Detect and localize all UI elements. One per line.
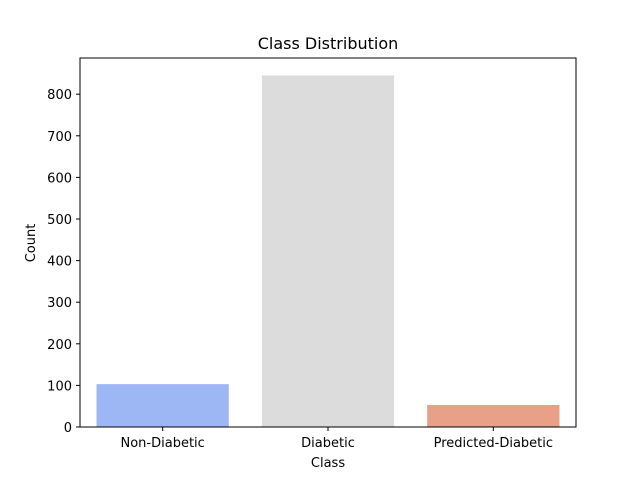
bar-non-diabetic: [96, 384, 229, 427]
y-tick-label: 800: [47, 88, 72, 103]
y-axis: 0 100 200 300 400 500 600 700 800: [47, 88, 80, 436]
y-tick-label: 500: [47, 213, 72, 228]
x-tick-label: Predicted-Diabetic: [434, 436, 553, 451]
y-tick-label: 600: [47, 171, 72, 186]
x-tick-label: Diabetic: [301, 436, 355, 451]
y-axis-label: Count: [24, 224, 39, 263]
bar-diabetic: [261, 75, 395, 427]
y-tick-label: 200: [47, 338, 72, 353]
x-axis: Non-Diabetic Diabetic Predicted-Diabetic: [121, 427, 553, 451]
bar-predicted-diabetic: [427, 404, 560, 427]
y-tick-label: 300: [47, 296, 72, 311]
x-tick-label: Non-Diabetic: [121, 436, 205, 451]
y-tick-label: 700: [47, 130, 72, 145]
bars: [96, 75, 560, 427]
x-axis-label: Class: [311, 456, 345, 471]
y-tick-label: 100: [47, 379, 72, 394]
chart-title: Class Distribution: [258, 34, 399, 53]
y-tick-label: 0: [64, 421, 72, 436]
y-tick-label: 400: [47, 255, 72, 270]
